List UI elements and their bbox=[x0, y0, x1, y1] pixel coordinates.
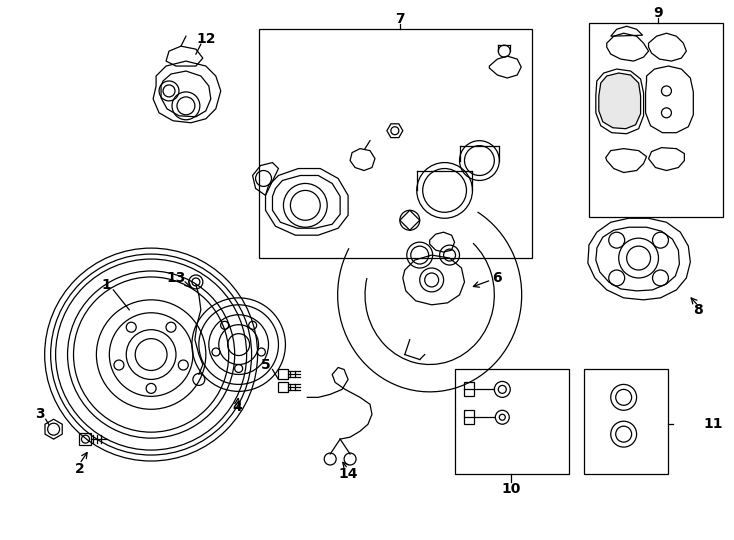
Text: 5: 5 bbox=[261, 357, 270, 372]
Text: 11: 11 bbox=[703, 417, 723, 431]
Text: 6: 6 bbox=[493, 271, 502, 285]
Text: 14: 14 bbox=[338, 467, 358, 481]
Text: 2: 2 bbox=[75, 462, 84, 476]
Bar bbox=[278, 369, 288, 380]
Text: 4: 4 bbox=[233, 400, 242, 414]
Bar bbox=[454, 369, 569, 474]
Text: 7: 7 bbox=[395, 12, 404, 26]
Text: 3: 3 bbox=[35, 407, 45, 421]
Text: 8: 8 bbox=[694, 303, 703, 317]
Bar bbox=[465, 410, 474, 424]
Text: 10: 10 bbox=[501, 482, 521, 496]
Bar bbox=[589, 23, 723, 217]
Bar bbox=[258, 29, 532, 258]
Bar bbox=[278, 382, 288, 393]
Bar bbox=[584, 369, 669, 474]
Text: 12: 12 bbox=[196, 32, 216, 46]
Text: 13: 13 bbox=[167, 271, 186, 285]
Bar bbox=[465, 382, 474, 396]
Polygon shape bbox=[599, 73, 641, 129]
Bar bbox=[79, 433, 92, 445]
Text: 9: 9 bbox=[654, 6, 664, 21]
Text: 1: 1 bbox=[101, 278, 112, 292]
